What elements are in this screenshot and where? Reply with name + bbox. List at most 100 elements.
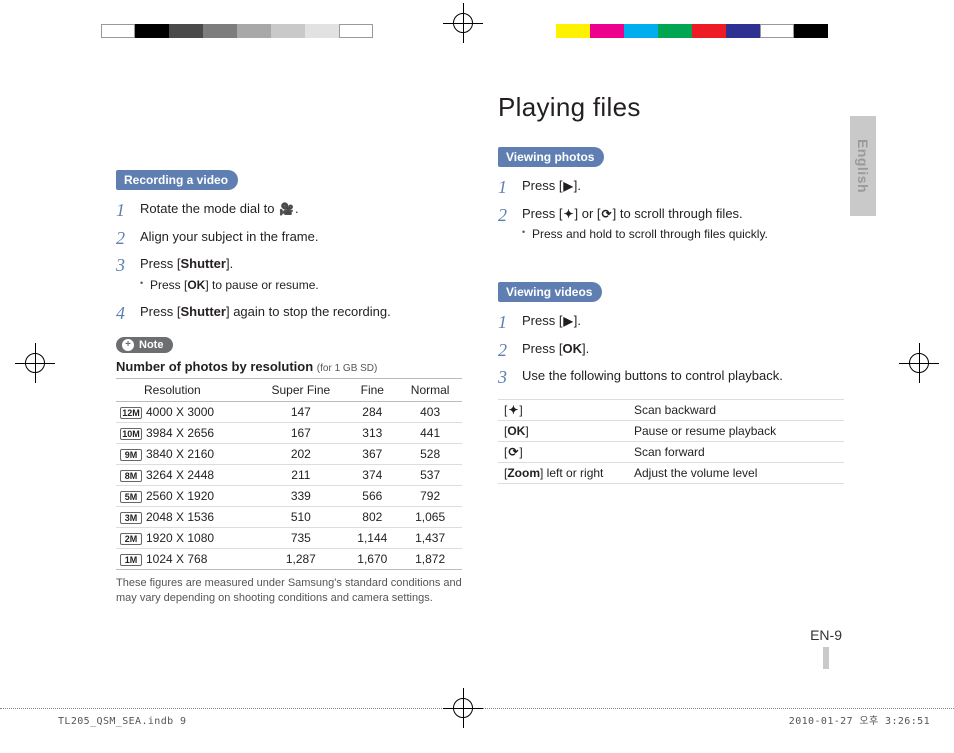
step-item: 2Align your subject in the frame. [116, 228, 462, 246]
registration-mark [899, 343, 939, 383]
table-cell: 147 [255, 402, 346, 423]
step-number: 1 [498, 310, 507, 334]
table-row: [OK]Pause or resume playback [498, 420, 844, 441]
table-cell: 403 [398, 402, 462, 423]
table-row: 8M3264 X 2448211374537 [116, 465, 462, 486]
table-cell: 1,065 [398, 507, 462, 528]
step-item: 3 Press [Shutter]. Press [OK] to pause or … [116, 255, 462, 293]
step-number: 2 [498, 338, 507, 362]
photos-steps: 1Press [▶]. 2 Press [✦] or [⟳] to scroll t… [498, 177, 844, 242]
language-tab-label: English [855, 139, 871, 193]
color-strip [556, 24, 828, 38]
registration-mark [443, 3, 483, 43]
table-row: [✦]Scan backward [498, 399, 844, 420]
page-number: EN-9 [810, 627, 842, 669]
table-cell: 1,144 [346, 528, 398, 549]
grayscale-strip [101, 24, 373, 38]
table-cell: 802 [346, 507, 398, 528]
color-swatch [237, 24, 271, 38]
registration-mark [15, 343, 55, 383]
sub-item: Press and hold to scroll through files q… [522, 226, 844, 242]
note-label: Note [139, 339, 163, 351]
table-header: Super Fine [255, 379, 346, 402]
right-column: Playing files Viewing photos 1Press [▶].… [498, 92, 844, 663]
table-header: Resolution [116, 379, 255, 402]
recording-steps: 1Rotate the mode dial to 🎥.2Align your s… [116, 200, 462, 320]
table-row: [⟳]Scan forward [498, 441, 844, 462]
playback-controls-table: [✦]Scan backward[OK]Pause or resume play… [498, 399, 844, 484]
resolution-cell: 9M3840 X 2160 [116, 444, 255, 465]
step-text: Rotate the mode dial to 🎥. [140, 201, 299, 216]
resolution-cell: 1M1024 X 768 [116, 549, 255, 570]
step-text: Press [Shutter] again to stop the record… [140, 304, 391, 319]
language-tab: English [850, 116, 876, 216]
table-cell: 1,287 [255, 549, 346, 570]
color-swatch [760, 24, 794, 38]
table-cell: 374 [346, 465, 398, 486]
step-text: Press [✦] or [⟳] to scroll through files… [522, 206, 743, 221]
step-text: Press [Shutter]. [140, 256, 233, 271]
step-number: 1 [498, 175, 507, 199]
table-header: Normal [398, 379, 462, 402]
step-number: 2 [498, 203, 507, 227]
resolution-cell: 5M2560 X 1920 [116, 486, 255, 507]
resolution-icon: 5M [120, 491, 142, 503]
table-cell: 537 [398, 465, 462, 486]
step-text: Use the following buttons to control pla… [522, 368, 783, 383]
left-column: Recording a video 1Rotate the mode dial … [116, 92, 462, 663]
resolution-icon: 1M [120, 554, 142, 566]
table-row: [Zoom] left or rightAdjust the volume le… [498, 462, 844, 483]
step-number: 3 [116, 253, 125, 277]
color-swatch [203, 24, 237, 38]
plus-icon: + [122, 339, 134, 351]
table-row: 12M4000 X 3000147284403 [116, 402, 462, 423]
resolution-cell: 3M2048 X 1536 [116, 507, 255, 528]
step-item: 1Press [▶]. [498, 312, 844, 330]
step-number: 1 [116, 198, 125, 222]
control-desc: Scan forward [628, 441, 844, 462]
step-item: 2 Press [✦] or [⟳] to scroll through file… [498, 205, 844, 243]
resolution-icon: 3M [120, 512, 142, 524]
color-swatch [339, 24, 373, 38]
color-swatch [169, 24, 203, 38]
table-cell: 284 [346, 402, 398, 423]
resolution-cell: 8M3264 X 2448 [116, 465, 255, 486]
resolution-icon: 8M [120, 470, 142, 482]
color-swatch [135, 24, 169, 38]
section-title-photos: Viewing photos [498, 147, 604, 167]
step-item: 1Rotate the mode dial to 🎥. [116, 200, 462, 218]
registration-mark [443, 688, 483, 728]
color-swatch [101, 24, 135, 38]
sub-list: Press and hold to scroll through files q… [522, 226, 844, 242]
sub-item: Press [OK] to pause or resume. [140, 277, 462, 293]
resolution-cell: 10M3984 X 2656 [116, 423, 255, 444]
table-row: 1M1024 X 7681,2871,6701,872 [116, 549, 462, 570]
footer-file-info: TL205_QSM_SEA.indb 9 [58, 716, 186, 727]
color-swatch [624, 24, 658, 38]
resolution-icon: 12M [120, 407, 142, 419]
color-swatch [692, 24, 726, 38]
table-caption: These figures are measured under Samsung… [116, 576, 462, 606]
step-text: Press [▶]. [522, 313, 581, 328]
resolution-table-title: Number of photos by resolution (for 1 GB… [116, 359, 462, 374]
step-item: 1Press [▶]. [498, 177, 844, 195]
table-cell: 528 [398, 444, 462, 465]
control-key: [⟳] [498, 441, 628, 462]
control-desc: Scan backward [628, 399, 844, 420]
table-cell: 441 [398, 423, 462, 444]
step-item: 3Use the following buttons to control pl… [498, 367, 844, 385]
step-text: Press [OK]. [522, 341, 589, 356]
table-cell: 792 [398, 486, 462, 507]
table-cell: 202 [255, 444, 346, 465]
step-item: 2Press [OK]. [498, 340, 844, 358]
table-cell: 167 [255, 423, 346, 444]
table-row: 9M3840 X 2160202367528 [116, 444, 462, 465]
step-text: Align your subject in the frame. [140, 229, 318, 244]
control-key: [✦] [498, 399, 628, 420]
table-cell: 1,670 [346, 549, 398, 570]
table-row: 3M2048 X 15365108021,065 [116, 507, 462, 528]
color-swatch [556, 24, 590, 38]
note-badge: + Note [116, 337, 173, 353]
color-swatch [590, 24, 624, 38]
table-cell: 1,437 [398, 528, 462, 549]
